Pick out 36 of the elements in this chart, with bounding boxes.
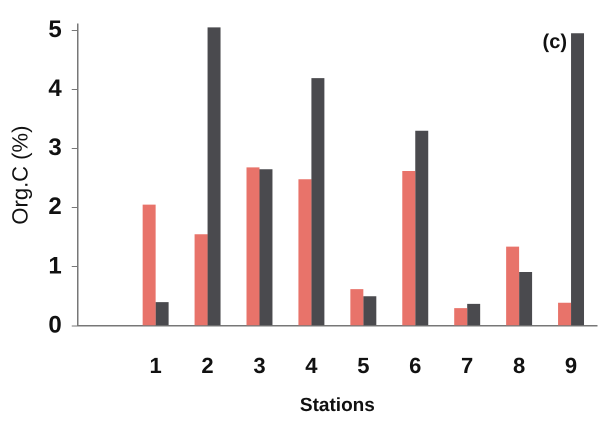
- x-tick-label: 5: [357, 353, 370, 378]
- y-tick-label: 1: [48, 252, 62, 280]
- x-tick-label: 8: [512, 353, 526, 378]
- bar: [363, 296, 376, 326]
- y-tick-label: 4: [48, 75, 62, 102]
- annotation: (c): [542, 30, 567, 53]
- bar: [454, 308, 468, 326]
- bar: [311, 78, 324, 326]
- y-tick-label: 2: [48, 193, 62, 220]
- x-tick-label: 1: [150, 353, 162, 378]
- bar: [142, 204, 156, 326]
- x-tick-label: 9: [564, 353, 578, 378]
- bar: [259, 169, 272, 326]
- bar: [415, 130, 428, 326]
- bar: [402, 170, 416, 326]
- bar: [246, 167, 260, 326]
- y-axis-title: Org.C (%): [7, 126, 32, 225]
- bar: [350, 289, 364, 326]
- x-tick-label: 6: [409, 353, 422, 378]
- bar: [558, 302, 572, 326]
- bar: [506, 246, 520, 326]
- x-tick-label: 7: [461, 353, 474, 378]
- bar: [571, 33, 584, 326]
- y-tick-label: 5: [48, 16, 62, 43]
- bar: [298, 179, 312, 326]
- x-tick-label: 4: [305, 353, 318, 378]
- y-tick-label: 0: [48, 311, 62, 338]
- y-tick-label: 3: [48, 134, 62, 162]
- x-axis-title: Stations: [300, 394, 375, 416]
- bar: [208, 27, 221, 326]
- bar: [156, 302, 169, 326]
- bar: [519, 272, 532, 326]
- x-tick-label: 2: [201, 353, 214, 378]
- bar: [194, 234, 208, 326]
- bar: [467, 304, 480, 326]
- x-tick-label: 3: [253, 353, 266, 378]
